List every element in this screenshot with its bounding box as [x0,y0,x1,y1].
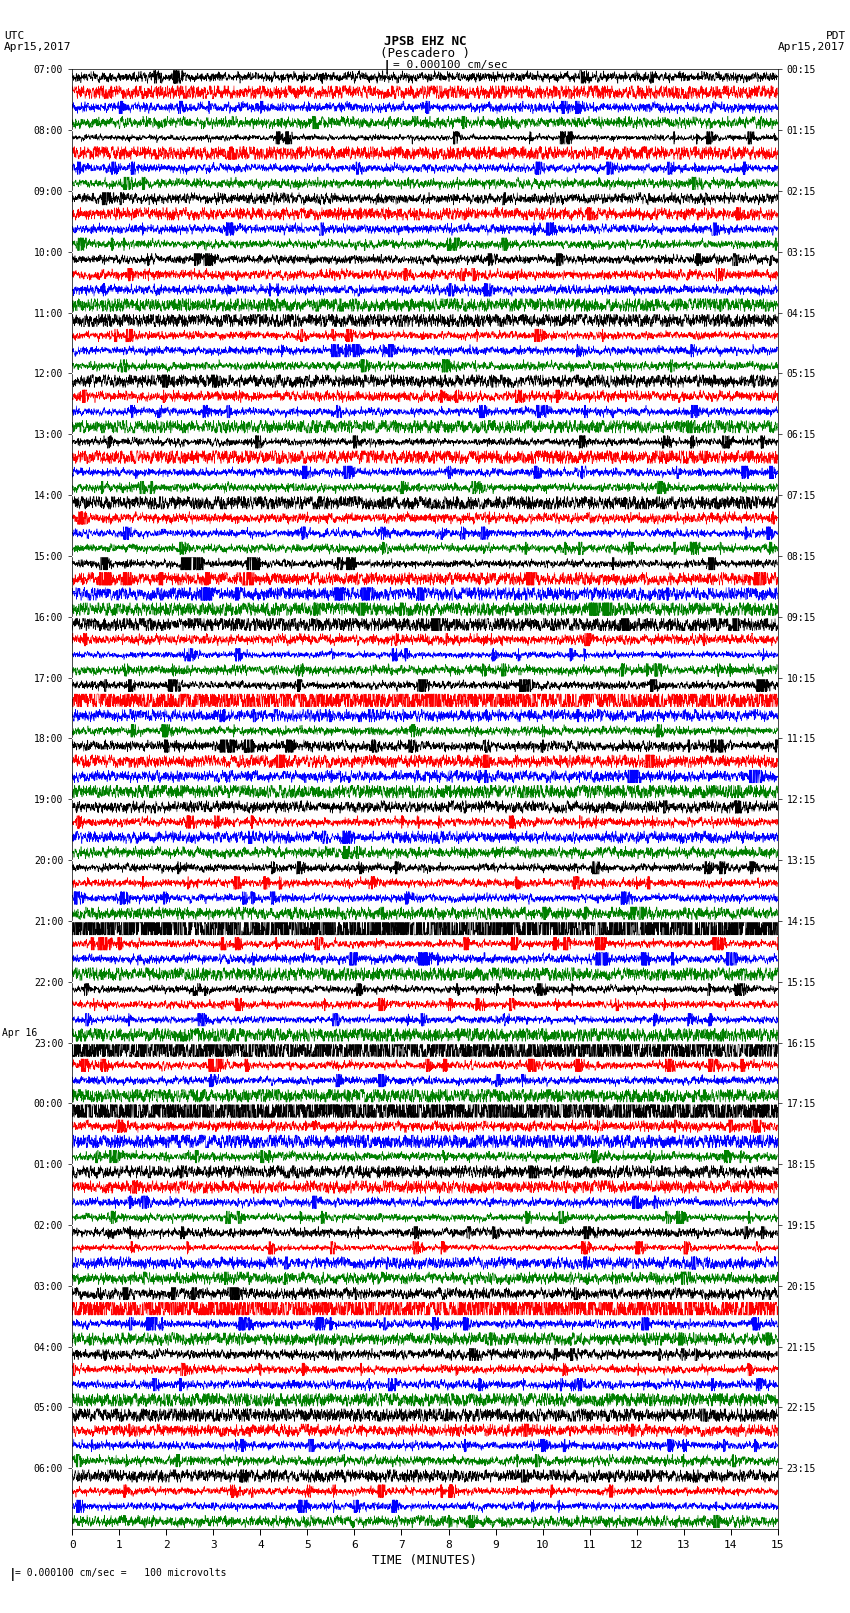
Text: |: | [8,1568,16,1581]
Text: (Pescadero ): (Pescadero ) [380,47,470,60]
Text: = 0.000100 cm/sec =   100 microvolts: = 0.000100 cm/sec = 100 microvolts [15,1568,227,1578]
Text: JPSB EHZ NC: JPSB EHZ NC [383,35,467,48]
Text: |: | [382,60,391,74]
Text: Apr15,2017: Apr15,2017 [4,42,71,52]
Text: Apr 16: Apr 16 [2,1027,37,1037]
Text: UTC: UTC [4,31,25,40]
X-axis label: TIME (MINUTES): TIME (MINUTES) [372,1553,478,1566]
Text: PDT: PDT [825,31,846,40]
Text: = 0.000100 cm/sec: = 0.000100 cm/sec [393,60,507,69]
Text: Apr15,2017: Apr15,2017 [779,42,846,52]
